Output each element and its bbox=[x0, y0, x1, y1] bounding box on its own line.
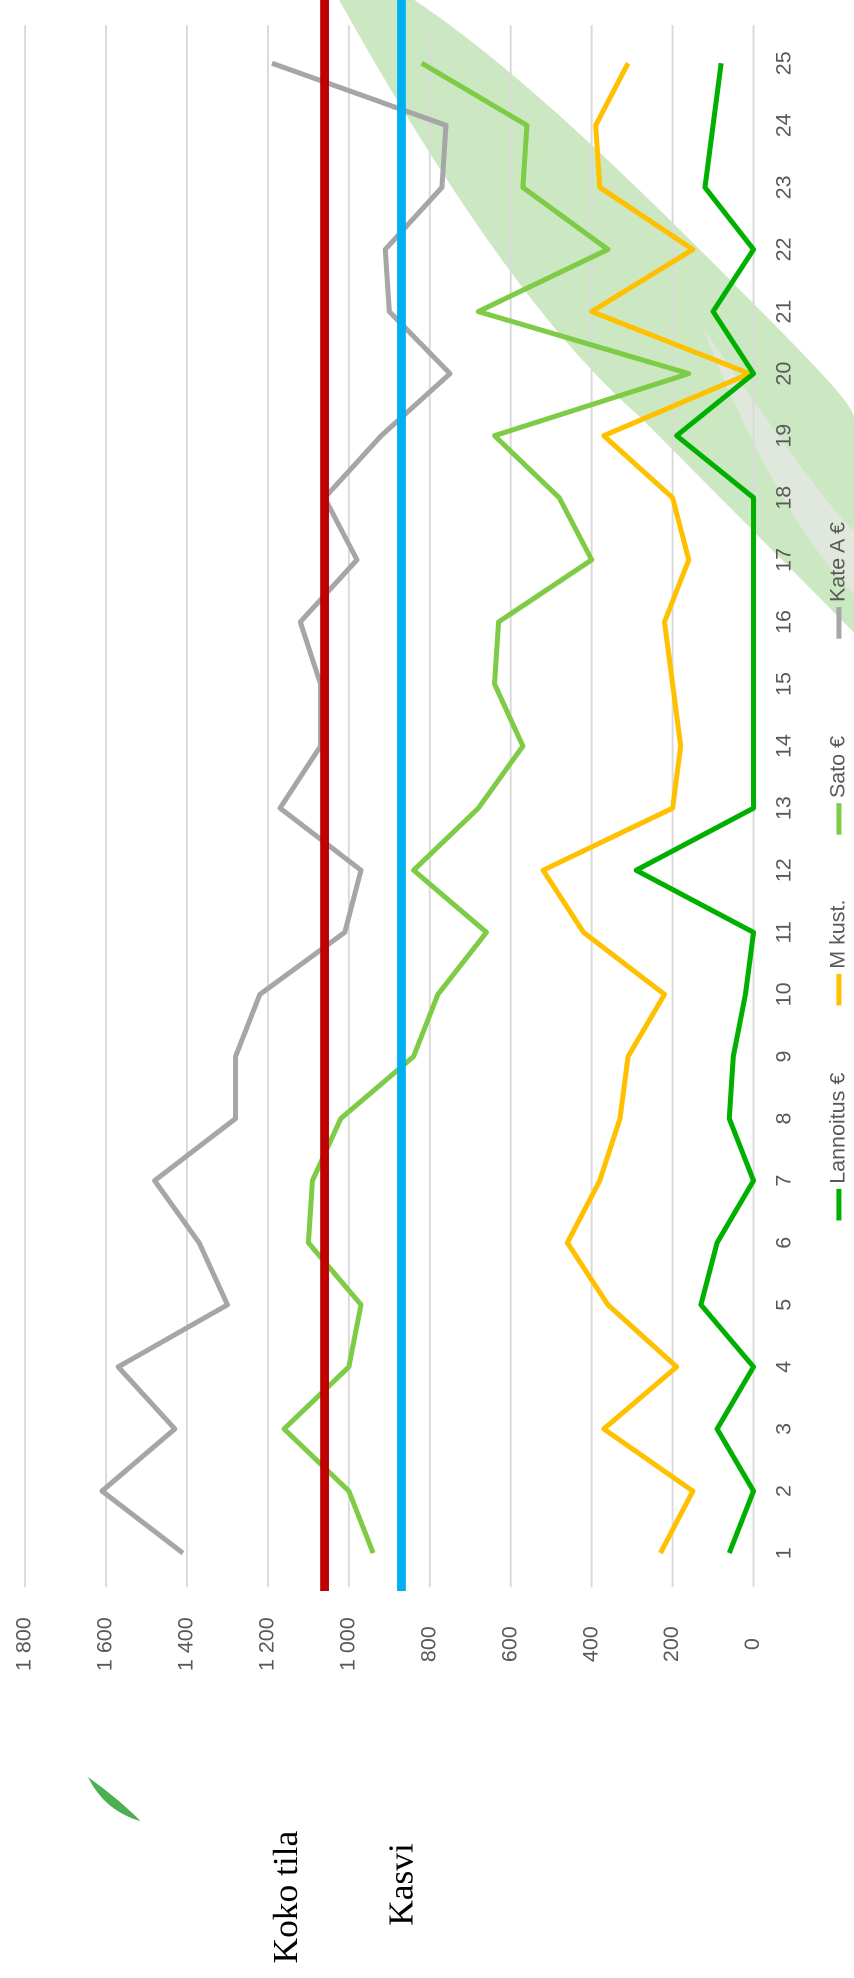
y-tick-label: 600 bbox=[497, 1626, 521, 1662]
legend-label: M kust. bbox=[826, 900, 850, 969]
x-tick-label: 2 bbox=[772, 1485, 796, 1497]
x-tick-label: 15 bbox=[772, 672, 796, 696]
legend-label: Sato € bbox=[826, 736, 850, 798]
reference-label: Koko tila bbox=[266, 1830, 305, 1963]
x-tick-label: 9 bbox=[772, 1051, 796, 1063]
x-tick-label: 1 bbox=[772, 1547, 796, 1559]
x-tick-label: 14 bbox=[772, 734, 796, 758]
y-tick-label: 1 800 bbox=[12, 1617, 36, 1671]
x-tick-label: 16 bbox=[772, 610, 796, 634]
series-line bbox=[633, 62, 757, 1555]
x-tick-label: 20 bbox=[772, 362, 796, 386]
x-tick-label: 10 bbox=[772, 982, 796, 1006]
y-tick-label: 1 200 bbox=[255, 1617, 279, 1671]
series-line bbox=[281, 61, 692, 1555]
series-line bbox=[99, 60, 453, 1556]
y-tick-label: 1 400 bbox=[174, 1617, 198, 1671]
decoration-leaf bbox=[87, 1776, 141, 1822]
x-tick-label: 6 bbox=[772, 1237, 796, 1249]
x-tick-label: 22 bbox=[772, 238, 796, 262]
x-tick-label: 24 bbox=[772, 113, 796, 137]
y-tick-label: 0 bbox=[740, 1638, 764, 1650]
decoration-blank bbox=[88, 1777, 854, 1821]
x-tick-label: 13 bbox=[772, 796, 796, 820]
x-tick-label: 11 bbox=[772, 921, 796, 943]
x-tick-label: 5 bbox=[772, 1299, 796, 1311]
x-tick-label: 21 bbox=[772, 300, 796, 324]
reference-label: Kasvi bbox=[382, 1843, 421, 1926]
x-tick-label: 17 bbox=[772, 548, 796, 572]
x-tick-label: 7 bbox=[772, 1175, 796, 1187]
y-tick-label: 200 bbox=[659, 1626, 683, 1662]
y-tick-label: 800 bbox=[416, 1626, 440, 1662]
decoration-shadow bbox=[703, 328, 854, 595]
y-tick-label: 1 600 bbox=[93, 1617, 117, 1671]
x-tick-label: 3 bbox=[772, 1423, 796, 1435]
series-line bbox=[540, 62, 752, 1555]
x-tick-label: 23 bbox=[772, 175, 796, 199]
x-tick-label: 8 bbox=[772, 1113, 796, 1125]
x-tick-label: 12 bbox=[772, 858, 796, 882]
legend-label: Lannoitus € bbox=[826, 1073, 850, 1184]
x-tick-label: 4 bbox=[772, 1361, 796, 1373]
x-tick-label: 25 bbox=[772, 51, 796, 75]
y-tick-label: 400 bbox=[578, 1626, 602, 1662]
y-tick-label: 1 000 bbox=[336, 1617, 360, 1671]
legend-label: Kate A € bbox=[826, 522, 850, 602]
x-tick-label: 18 bbox=[772, 486, 796, 510]
x-tick-label: 19 bbox=[772, 424, 796, 448]
